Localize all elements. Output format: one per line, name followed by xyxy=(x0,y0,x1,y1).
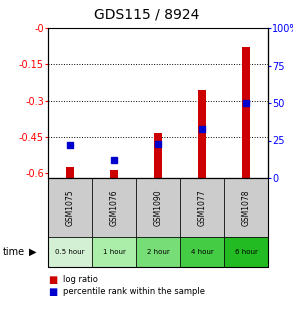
Text: 4 hour: 4 hour xyxy=(191,249,213,255)
Text: percentile rank within the sample: percentile rank within the sample xyxy=(63,288,205,296)
Text: log ratio: log ratio xyxy=(63,276,98,285)
Text: ▶: ▶ xyxy=(29,247,37,257)
Bar xyxy=(66,167,74,178)
Text: time: time xyxy=(3,247,25,257)
Text: GSM1078: GSM1078 xyxy=(241,189,251,226)
Bar xyxy=(242,47,250,178)
Text: GSM1090: GSM1090 xyxy=(154,189,163,226)
Text: 6 hour: 6 hour xyxy=(235,249,258,255)
Text: ■: ■ xyxy=(48,287,57,297)
Text: GDS115 / 8924: GDS115 / 8924 xyxy=(94,7,199,21)
Text: GSM1077: GSM1077 xyxy=(197,189,207,226)
Text: 1 hour: 1 hour xyxy=(103,249,125,255)
Bar xyxy=(110,170,118,178)
Text: 0.5 hour: 0.5 hour xyxy=(55,249,85,255)
Text: 2 hour: 2 hour xyxy=(146,249,169,255)
Bar xyxy=(198,90,206,178)
Text: GSM1076: GSM1076 xyxy=(110,189,118,226)
Text: GSM1075: GSM1075 xyxy=(66,189,74,226)
Text: ■: ■ xyxy=(48,275,57,285)
Bar xyxy=(154,133,162,178)
